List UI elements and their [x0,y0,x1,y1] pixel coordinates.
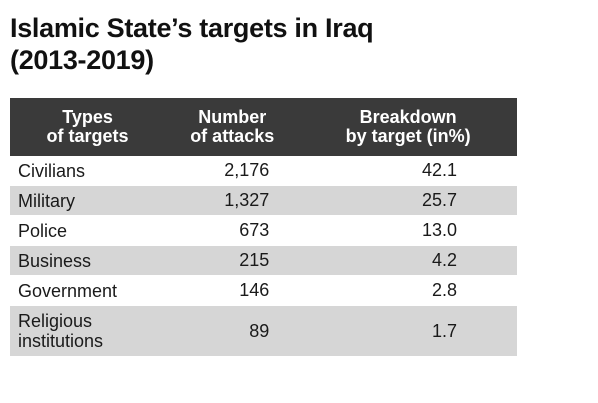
cell-target-type: Religious institutions [10,305,166,357]
table-row: Civilians 2,176 42.1 [10,156,517,186]
cell-breakdown: 42.1 [299,156,517,186]
table-row: Police 673 13.0 [10,215,517,246]
header-breakdown-line-1: Breakdown [359,107,457,127]
cell-number-of-attacks: 1,327 [165,185,300,216]
title-line-1: Islamic State’s targets in Iraq [10,13,374,43]
target-type-line: Business [18,250,92,271]
header-row: Types of targets Number of attacks Break… [10,98,517,156]
header-types-line-2: of targets [46,126,129,146]
target-type-line: Government [18,280,118,301]
targets-table: Types of targets Number of attacks Break… [10,98,517,357]
cell-breakdown: 25.7 [299,185,517,216]
cell-breakdown: 2.8 [299,275,517,306]
header-attacks-line-1: Number [198,107,267,127]
table-row: Government 146 2.8 [10,275,517,306]
header-attacks: Number of attacks [165,98,300,156]
header-attacks-line-2: of attacks [190,126,275,146]
cell-target-type: Government [10,275,166,306]
table-row: Religious institutions 89 1.7 [10,305,517,357]
cell-target-type: Business [10,245,166,276]
chart-title: Islamic State’s targets in Iraq (2013-20… [10,12,590,76]
title-line-2: (2013-2019) [10,45,154,75]
cell-breakdown: 13.0 [299,215,517,246]
cell-target-type: Civilians [10,156,166,186]
target-type-line: institutions [18,331,104,351]
cell-number-of-attacks: 2,176 [165,156,300,186]
header-breakdown-line-2: by target (in%) [345,126,471,146]
cell-target-type: Military [10,185,166,216]
target-type-line: Religious [18,311,93,331]
table-row: Military 1,327 25.7 [10,185,517,216]
target-type-line: Civilians [18,160,86,181]
header-types-line-1: Types [62,107,113,127]
cell-breakdown: 1.7 [299,305,517,357]
cell-number-of-attacks: 673 [165,215,300,246]
table-body: Civilians 2,176 42.1 Military 1,327 25.7 Polic… [10,156,517,357]
cell-number-of-attacks: 89 [165,305,300,357]
header-breakdown: Breakdown by target (in%) [299,98,517,156]
cell-target-type: Police [10,215,166,246]
header-types: Types of targets [10,98,166,156]
cell-number-of-attacks: 215 [165,245,300,276]
table-row: Business 215 4.2 [10,245,517,276]
cell-number-of-attacks: 146 [165,275,300,306]
target-type-line: Police [18,220,68,241]
target-type-line: Military [18,190,75,211]
cell-breakdown: 4.2 [299,245,517,276]
